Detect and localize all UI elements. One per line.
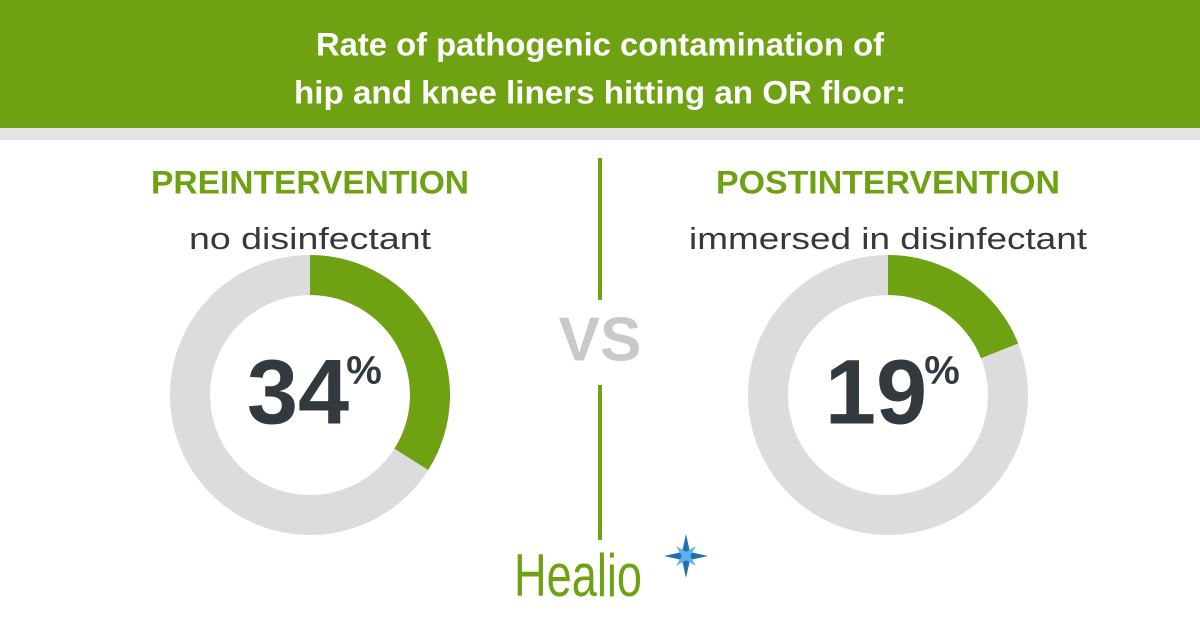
chart-title: PREINTERVENTION (151, 164, 469, 200)
logo-star (664, 534, 708, 578)
unit-label: % (346, 349, 382, 393)
donut-segment (888, 255, 1019, 359)
chart-subtitle: immersed in disinfectant (689, 221, 1087, 256)
chart-title: POSTINTERVENTION (716, 164, 1060, 200)
logo-star-shape (676, 546, 696, 566)
donut-segment (310, 255, 450, 471)
header-stripe (0, 128, 1200, 140)
value-label: 34 (247, 341, 349, 443)
logo-text: Healio (514, 542, 642, 609)
chart-subtitle: no disinfectant (189, 221, 431, 256)
title-line: Rate of pathogenic contamination of (316, 26, 884, 62)
unit-label: % (924, 349, 960, 393)
value-label: 19 (825, 341, 927, 443)
header-band (0, 0, 1200, 128)
vs-label: VS (559, 305, 642, 374)
title-line: hip and knee liners hitting an OR floor: (294, 74, 906, 110)
